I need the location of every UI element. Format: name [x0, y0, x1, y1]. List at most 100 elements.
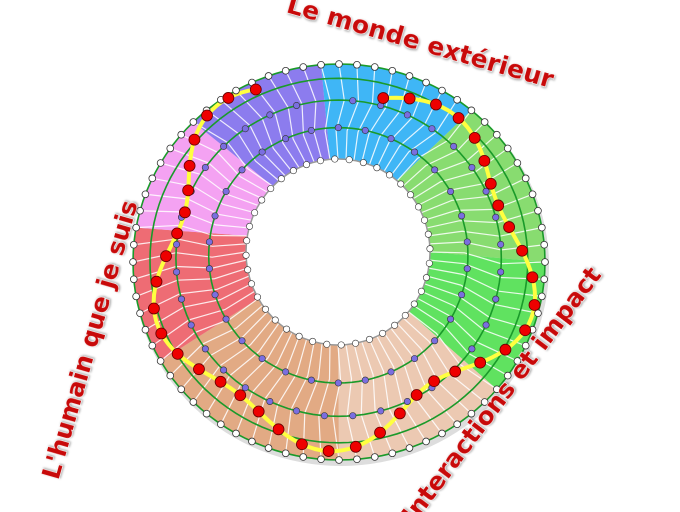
- spoke-line: [180, 134, 268, 193]
- inner-node: [187, 321, 195, 329]
- path-node: [449, 365, 462, 378]
- hole-edge-node: [303, 161, 311, 169]
- spoke-line: [235, 90, 293, 172]
- path-node: [252, 405, 265, 418]
- edge-node: [317, 60, 325, 69]
- hole-edge-node: [397, 180, 405, 188]
- spoke-line: [426, 210, 539, 229]
- inner-node: [282, 135, 290, 143]
- hole-edge-node: [243, 237, 251, 245]
- path-node: [519, 324, 532, 337]
- inner-node: [238, 166, 246, 174]
- spoke-line: [345, 64, 360, 160]
- label-outside-world: Le monde extérieur: [284, 0, 558, 94]
- inner-node: [403, 397, 411, 405]
- path-node: [349, 440, 362, 453]
- hole-edge-node: [248, 280, 256, 288]
- spoke-line: [318, 344, 331, 460]
- edge-node: [299, 63, 308, 71]
- hole-edge-node: [316, 157, 324, 165]
- hole-edge-node: [420, 216, 428, 224]
- edge-node: [299, 453, 308, 461]
- spoke-line: [151, 290, 255, 347]
- edge-node: [353, 60, 361, 69]
- spoke-line: [408, 134, 498, 193]
- path-node: [214, 375, 227, 388]
- edge-node: [156, 159, 165, 167]
- edge-node: [132, 223, 140, 232]
- edge-node: [534, 206, 542, 215]
- edge-node: [540, 275, 549, 284]
- spoke-line: [353, 66, 376, 161]
- hole-edge-node: [271, 316, 279, 324]
- spoke-line: [251, 82, 300, 169]
- spoke-line: [160, 162, 259, 207]
- spoke-line: [145, 283, 252, 331]
- path-node: [171, 227, 184, 240]
- edge-node: [541, 258, 549, 266]
- inner-node: [482, 187, 490, 195]
- inner-node: [201, 164, 209, 172]
- edge-node: [467, 409, 476, 418]
- inner-node: [458, 212, 466, 220]
- inner-node: [482, 321, 490, 329]
- edge-node: [453, 96, 461, 104]
- spoke-line: [160, 298, 259, 362]
- spoke-line: [376, 335, 427, 442]
- edge-node: [232, 429, 240, 438]
- hole-edge-node: [425, 259, 433, 267]
- inner-node: [258, 355, 266, 363]
- inner-node: [266, 397, 274, 405]
- hole-edge-node: [352, 339, 360, 347]
- spoke-line: [408, 311, 498, 390]
- edge-node: [132, 292, 140, 301]
- inner-node: [361, 126, 369, 134]
- edge-node: [521, 174, 530, 183]
- spoke-line: [152, 177, 255, 214]
- path-node: [201, 109, 213, 122]
- inner-node: [458, 291, 466, 299]
- spoke-line: [428, 267, 542, 297]
- edge-node: [335, 60, 343, 68]
- inner-node: [450, 142, 458, 150]
- path-node: [296, 438, 308, 451]
- path-node: [183, 159, 196, 172]
- spoke-line: [206, 109, 280, 182]
- edge-node: [177, 130, 185, 139]
- path-node: [272, 423, 285, 436]
- path-node: [222, 92, 235, 104]
- spoke-line: [368, 75, 411, 165]
- edge-node: [264, 444, 273, 452]
- inner-node: [334, 379, 342, 387]
- inner-node: [220, 366, 228, 374]
- edge-node: [136, 206, 144, 215]
- spoke-line: [335, 63, 345, 160]
- hole-edge-node: [424, 230, 432, 238]
- hole-edge-node: [373, 164, 381, 172]
- inner-node: [282, 368, 290, 376]
- inner-node: [293, 101, 301, 109]
- edge-node: [534, 309, 542, 318]
- edge-node: [480, 118, 489, 126]
- edge-node: [202, 409, 211, 418]
- edge-node: [513, 159, 522, 167]
- spoke-line: [251, 336, 300, 442]
- path-node: [410, 389, 423, 401]
- hole-edge-node: [244, 266, 252, 274]
- inner-node: [177, 295, 185, 303]
- hole-edge-node: [379, 329, 387, 337]
- spoke-line: [132, 251, 247, 263]
- spoke-line: [361, 70, 393, 163]
- spoke-line: [220, 99, 286, 177]
- edge-node: [438, 86, 446, 95]
- path-node: [428, 375, 440, 388]
- inner-node: [403, 111, 411, 119]
- path-node: [499, 343, 512, 356]
- hole-edge-node: [401, 311, 409, 319]
- edge-node: [453, 420, 461, 428]
- edge-node: [503, 144, 512, 153]
- edge-node: [281, 449, 290, 458]
- edge-node: [129, 275, 138, 284]
- inner-node: [387, 135, 395, 143]
